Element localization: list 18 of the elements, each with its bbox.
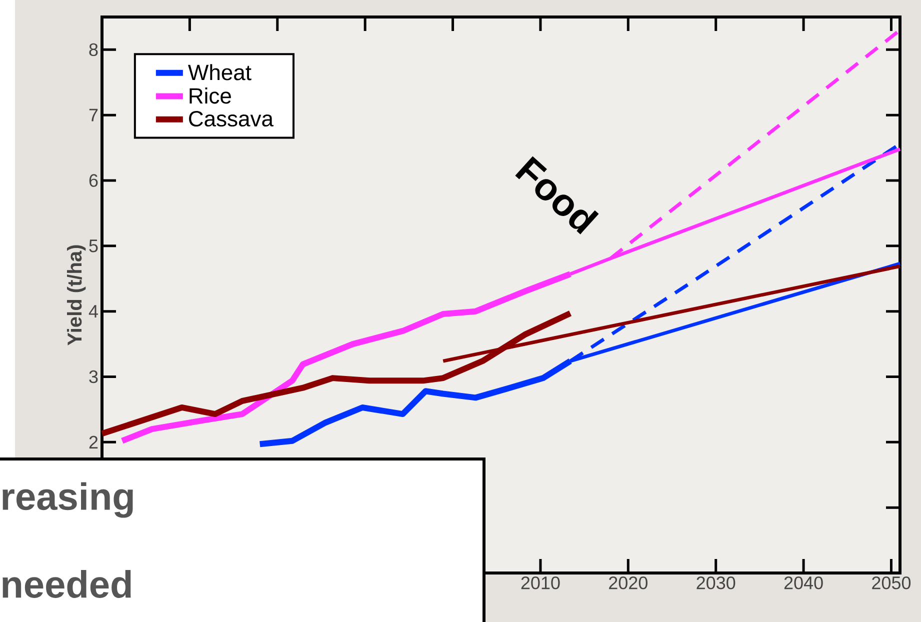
legend-label: Cassava (189, 110, 274, 127)
annotation: needed (2, 570, 131, 598)
y-tick-label: 5 (89, 240, 98, 252)
x-tick-label: 2020 (609, 576, 648, 590)
legend-label: Wheat (188, 64, 252, 80)
x-tick-label: 2030 (696, 576, 736, 590)
x-tick-label: 2050 (872, 576, 911, 590)
legend-label: Rice (190, 88, 231, 104)
y-tick-label: 7 (89, 108, 98, 122)
y-tick-label: 4 (88, 305, 98, 318)
x-tick-label: 2010 (521, 576, 560, 590)
y-tick-label: 6 (89, 174, 98, 187)
y-tick-label: 8 (89, 43, 98, 56)
y-tick-label: 3 (89, 370, 98, 384)
x-tick-label: 2040 (784, 576, 823, 590)
y-tick-label: 2 (89, 436, 98, 448)
annotation: reasing (2, 482, 133, 518)
y-axis-title: Yield (t/ha) (66, 245, 86, 346)
